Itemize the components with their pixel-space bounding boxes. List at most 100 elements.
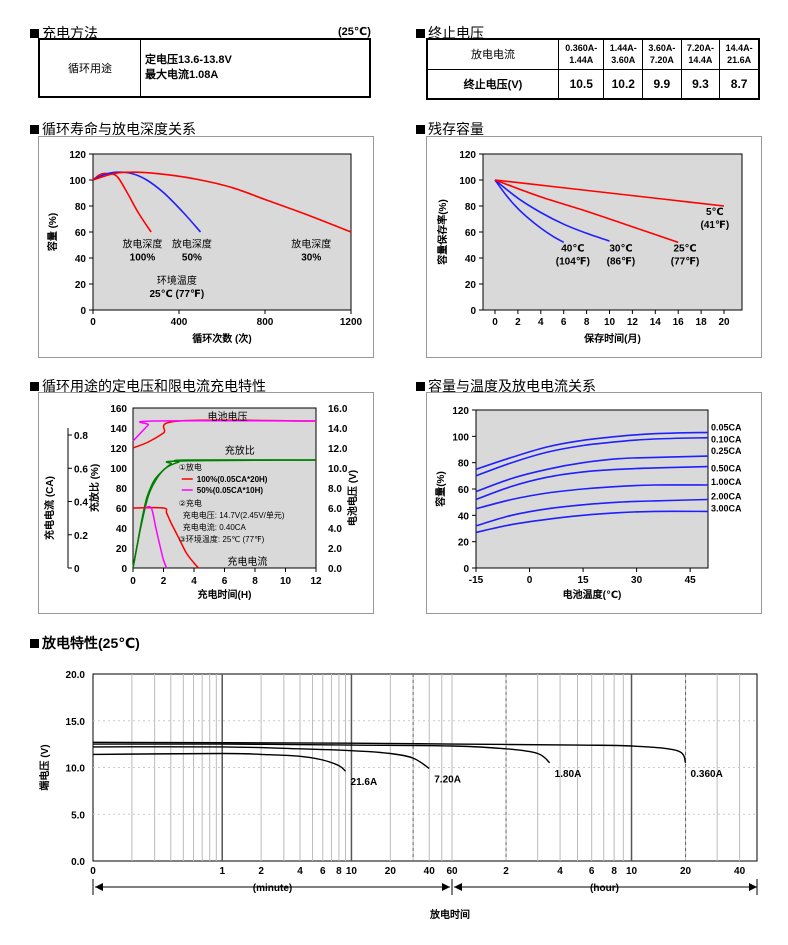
x-axis-tick-label: 2	[161, 576, 167, 587]
arrow-left-icon	[95, 883, 103, 891]
current-tick-label: 0.8	[74, 431, 88, 442]
x-axis-tick-label: 4	[191, 576, 197, 587]
annotation-line1: 放电深度	[122, 238, 162, 251]
y-axis-tick-label: 60	[465, 228, 477, 239]
annotation-line2: 50%	[182, 253, 202, 264]
x-axis-tick-label: 8	[252, 576, 258, 587]
x-axis-tick-label: 16	[673, 317, 685, 328]
charge-voltage-note: 充电电压: 14.7V(2.45V/单元)	[183, 510, 285, 520]
discharge-title: 放电特性(25℃)	[42, 635, 140, 651]
series-line-0	[475, 431, 709, 471]
cutoff-row-label: 终止电压(V)	[426, 68, 559, 100]
residual-title: 残存容量	[428, 121, 484, 137]
y-axis-tick-label: 100	[69, 176, 86, 187]
x-axis-tick-label: 8	[584, 317, 590, 328]
x-minute-tick-label: 10	[346, 866, 358, 877]
cutoff-table: 放电电流 0.360A- 1.44A 1.44A- 3.60A 3.60A- 7.20A 7…	[426, 38, 760, 100]
x-hour-tick-label: 40	[734, 866, 746, 877]
x-axis-tick-label: 1200	[340, 317, 363, 328]
charge-legend-head: ②充电	[179, 498, 202, 508]
y-axis-tick-label: 40	[458, 511, 470, 522]
cutoff-title: 终止电压	[428, 25, 484, 41]
y-axis-title: 容量(%)	[434, 471, 447, 508]
y-axis-tick-label: 100	[459, 176, 476, 187]
annotation-line1: 30℃	[609, 244, 632, 255]
y-axis-tick-label: 10.0	[66, 764, 86, 775]
cutoff-range-text: 14.4A	[688, 55, 713, 66]
x-hour-tick-label: 8	[611, 866, 617, 877]
cutoff-value-3: 9.3	[680, 68, 721, 100]
residual-chart: 0 2 4 6 8 10 12 14 16 18 20 0 20 40 60 80 100 120 40℃ (104℉…	[436, 150, 743, 345]
plot-area	[482, 153, 743, 311]
y-axis-tick-label: 120	[69, 150, 86, 161]
charge-ratio-label: 充放比	[225, 444, 255, 457]
series-line-1	[92, 171, 202, 233]
y-axis-tick-label: 20.0	[66, 670, 86, 681]
voltage-tick-label: 6.0	[328, 504, 342, 515]
x-minute-tick-label: 0	[90, 866, 96, 877]
cutoff-value-2: 9.9	[642, 68, 682, 100]
x-axis-tick-label: 6	[222, 576, 228, 587]
voltage-axis-title: 电池电压 (V)	[346, 470, 359, 526]
charge-ratio-axis-title: 充放比 (%)	[88, 464, 101, 512]
charge-ratio-tick-label: 20	[116, 544, 128, 555]
minute-unit-label: (minute)	[253, 883, 292, 894]
current-tick-label: 0	[74, 564, 80, 575]
square-bullet-icon	[30, 382, 39, 391]
residual-heading: 残存容量	[416, 119, 484, 139]
y-axis-tick-label: 60	[75, 228, 87, 239]
series-line-1	[92, 746, 430, 769]
cycle-life-chart: 0 400 800 1200 0 20 40 60 80 100 120 放电深度 100% 放电深度 50…	[46, 150, 363, 345]
charge-method-row-label: 循环用途	[38, 38, 141, 98]
charge-char-chart: 0 2 4 6 8 10 120204060801001201401600.02.04.06…	[43, 404, 359, 601]
y-axis-tick-label: 80	[75, 202, 87, 213]
plot-area	[92, 673, 758, 862]
x-axis-tick-label: 0	[90, 317, 96, 328]
series-line-1	[475, 436, 709, 477]
x-hour-tick-label: 20	[680, 866, 692, 877]
square-bullet-icon	[416, 382, 425, 391]
current-tick-label: 0.6	[74, 464, 88, 475]
cutoff-range-text: 3.60A	[611, 55, 636, 66]
discharge-chart: 0.05.010.015.020.00 1 2 4 6 8 10 20 40 60 2 4 6 8 10 20…	[38, 670, 758, 921]
voltage-tick-label: 0.0	[328, 564, 342, 575]
voltage-tick-label: 14.0	[328, 424, 348, 435]
x-axis-title: 保存时间(月)	[583, 332, 641, 345]
cycle-life-heading: 循环寿命与放电深度关系	[30, 119, 196, 139]
x-axis-tick-label: 0	[527, 575, 533, 586]
annotation-line2: (41℉)	[701, 220, 730, 231]
y-axis-title: 容量保存率(%)	[436, 199, 449, 266]
x-axis-tick-label: 10	[604, 317, 616, 328]
series-line-1	[494, 179, 610, 242]
x-minute-tick-label: 60	[446, 866, 458, 877]
y-axis-tick-label: 0	[470, 306, 476, 317]
cutoff-heading: 终止电压	[416, 23, 484, 43]
series-line-0	[494, 179, 565, 244]
x-axis-tick-label: 45	[685, 575, 697, 586]
arrow-right-icon	[442, 883, 450, 891]
x-axis-title: 放电时间	[429, 908, 470, 921]
cutoff-range-1: 1.44A- 3.60A	[603, 38, 644, 70]
charge-method-table: 循环用途 定电压13.6-13.8V 最大电流1.08A	[38, 38, 371, 98]
current-tick-label: 0.4	[74, 498, 88, 509]
square-bullet-icon	[30, 639, 39, 648]
annotation-line1: 25℃	[673, 244, 696, 255]
voltage-tick-label: 12.0	[328, 444, 348, 455]
x-axis-title: 电池温度(℃)	[563, 588, 622, 601]
square-bullet-icon	[416, 29, 425, 38]
y-axis-tick-label: 0	[80, 306, 86, 317]
x-axis-title: 充电时间(H)	[198, 588, 252, 601]
cutoff-range-0: 0.360A- 1.44A	[557, 38, 605, 70]
charge-ratio-tick-label: 60	[116, 504, 128, 515]
series-label-2: 0.25CA	[711, 446, 742, 456]
plot-area	[132, 407, 317, 569]
voltage-tick-label: 4.0	[328, 524, 342, 535]
battery-voltage-label: 电池电压	[208, 410, 248, 423]
x-hour-tick-label: 2	[503, 866, 509, 877]
cutoff-range-text: 1.44A	[569, 55, 594, 66]
temp-capacity-heading: 容量与温度及放电电流关系	[416, 376, 596, 396]
x-hour-tick-label: 4	[557, 866, 563, 877]
series-line-5	[475, 498, 709, 527]
series-line-5	[144, 505, 168, 569]
charge-current-note: 充电电流: 0.40CA	[183, 522, 247, 532]
